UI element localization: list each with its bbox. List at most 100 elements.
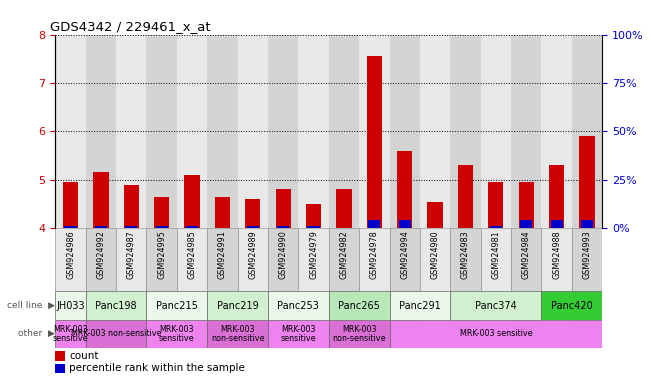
Bar [275,189,291,228]
Text: MRK-003 non-sensitive: MRK-003 non-sensitive [71,329,161,338]
Bar [184,175,200,228]
Text: JH033: JH033 [56,301,85,311]
Text: Panc291: Panc291 [399,301,441,311]
Text: count: count [69,351,98,361]
Bar [579,136,594,228]
Bar [64,226,77,228]
Bar [86,291,146,320]
Bar [268,320,329,348]
Bar [245,199,260,228]
Bar [572,320,602,348]
Bar [359,320,389,348]
Bar [450,320,480,348]
Bar [55,228,86,291]
Bar [177,228,207,291]
Bar [154,197,169,228]
Text: Panc265: Panc265 [339,301,380,311]
Text: GSM924993: GSM924993 [583,230,592,279]
Bar [116,35,146,228]
Bar [298,228,329,291]
Text: GSM924986: GSM924986 [66,230,75,279]
Bar [389,291,420,320]
Bar [177,291,207,320]
Text: GSM924983: GSM924983 [461,230,470,279]
Bar [420,228,450,291]
Text: GSM924990: GSM924990 [279,230,288,279]
Text: percentile rank within the sample: percentile rank within the sample [69,363,245,373]
Bar [247,226,259,228]
Bar [116,228,146,291]
Text: GDS4342 / 229461_x_at: GDS4342 / 229461_x_at [50,20,210,33]
Bar [480,228,511,291]
Bar [268,228,298,291]
Bar [63,182,78,228]
Bar [207,228,238,291]
Text: GSM924989: GSM924989 [248,230,257,279]
Text: Panc420: Panc420 [551,301,592,311]
Bar [420,35,450,228]
Bar [146,291,207,320]
Bar [307,226,320,228]
Bar [116,228,146,291]
Bar [268,320,298,348]
Bar [86,320,116,348]
Bar [146,291,177,320]
Text: GSM924995: GSM924995 [157,230,166,279]
Bar [55,228,86,291]
Bar [511,291,542,320]
Bar [124,185,139,228]
Bar [389,35,420,228]
Bar [450,228,480,291]
Bar [542,291,602,320]
Bar [450,35,480,228]
Bar [488,182,503,228]
Bar [450,291,480,320]
Bar [146,228,177,291]
Bar [511,228,542,291]
Bar [480,320,511,348]
Bar [329,320,389,348]
Bar [480,35,511,228]
Bar [125,226,137,228]
Bar [215,197,230,228]
Bar [55,351,65,361]
Bar [177,228,207,291]
Bar [86,228,116,291]
Bar [55,291,86,320]
Bar [238,228,268,291]
Bar [93,172,109,228]
Bar [450,228,480,291]
Bar [549,165,564,228]
Text: MRK-003
sensitive: MRK-003 sensitive [159,324,195,343]
Bar [420,291,450,320]
Bar [480,228,511,291]
Bar [55,320,86,348]
Bar [86,228,116,291]
Bar [95,226,107,228]
Bar [86,291,116,320]
Bar [277,226,289,228]
Bar [572,228,602,291]
Bar [329,228,359,291]
Bar [268,291,329,320]
Bar [146,35,177,228]
Bar [359,228,389,291]
Bar [207,228,238,291]
Bar [572,291,602,320]
Bar [542,320,572,348]
Bar [389,291,450,320]
Bar [207,320,268,348]
Text: GSM924982: GSM924982 [339,230,348,279]
Bar [389,320,602,348]
Bar [238,35,268,228]
Bar [207,320,238,348]
Text: GSM924981: GSM924981 [492,230,501,279]
Bar [55,364,65,374]
Text: Panc253: Panc253 [277,301,319,311]
Bar [298,320,329,348]
Bar [428,202,443,228]
Bar [298,291,329,320]
Text: cell line  ▶: cell line ▶ [7,301,55,310]
Bar [268,228,298,291]
Bar [268,291,298,320]
